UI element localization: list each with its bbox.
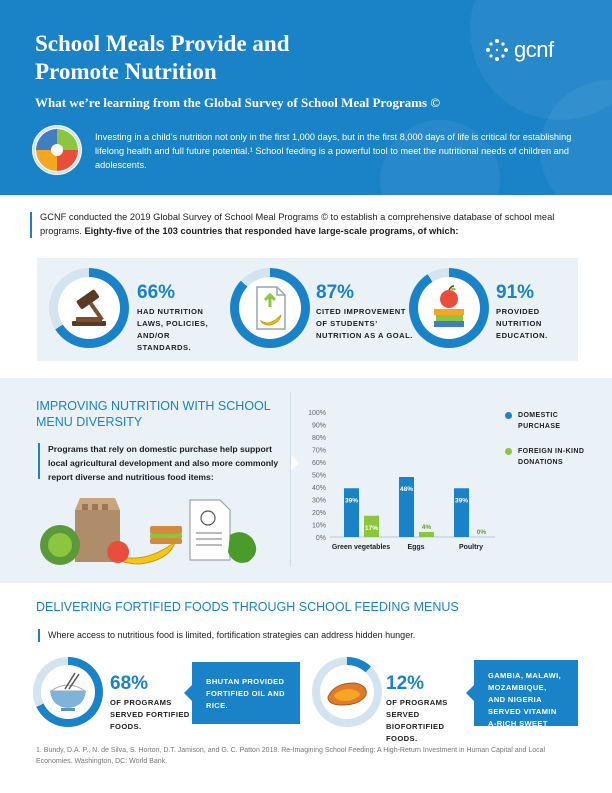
fortified-ring-12 [312, 657, 382, 727]
legend-item-domestic: DOMESTIC PURCHASE [505, 410, 588, 432]
survey-text: GCNF conducted the 2019 Global Survey of… [40, 210, 570, 238]
y-tick-label: 90% [312, 423, 326, 430]
diversity-title: IMPROVING NUTRITION WITH SCHOOL MENU DIV… [36, 399, 271, 429]
legend-label: FOREIGN IN-KIND DONATIONS [518, 448, 585, 466]
bar-value-label: 0% [477, 529, 487, 536]
y-tick-label: 0% [316, 535, 326, 542]
fortified-percent: 12% [386, 673, 425, 694]
bar-value-label: 17% [365, 525, 378, 532]
accent-bar [30, 212, 32, 238]
fortified-percent: 68% [110, 673, 149, 694]
callout-gambia: Gambia, Malawi, Mozambique, and Nigeria … [466, 660, 578, 740]
sweet-potato-icon [327, 682, 367, 706]
y-tick-label: 40% [312, 485, 326, 492]
food-plate-icon [32, 125, 82, 175]
y-tick-label: 70% [312, 448, 326, 455]
bar-value-label: 39% [345, 497, 358, 504]
accent-bar [38, 629, 40, 642]
y-tick-label: 50% [312, 473, 326, 480]
logo-text: gcnf [514, 37, 554, 62]
stat-label: Cited improvement of students’ nutrition… [316, 307, 413, 340]
y-tick-label: 10% [312, 523, 326, 530]
stat-ring-87 [230, 268, 310, 348]
category-label: Eggs [407, 544, 424, 551]
logo-dots-icon [486, 39, 508, 61]
stat-percent: 66% [137, 282, 176, 303]
stat-ring-91 [409, 268, 489, 348]
accent-bar [38, 443, 40, 479]
footnote: 1. Bundy, D.A. P., N. de Silva, S. Horto… [36, 747, 546, 765]
fortified-title: DELIVERING FORTIFIED FOODS THROUGH SCHOO… [36, 600, 459, 614]
y-tick-label: 30% [312, 498, 326, 505]
intro-text: Investing in a child’s nutrition not onl… [95, 132, 572, 170]
legend-item-foreign: FOREIGN IN-KIND DONATIONS [505, 446, 588, 468]
divider-arrow [291, 455, 299, 471]
y-tick-label: 100% [308, 410, 326, 417]
legend-dot [505, 448, 512, 455]
diversity-bar-chart: 0% 10% 20% 30% 40% 50% 60% 70% 80% 90% 100% 39% 17% G… [308, 410, 495, 551]
bar-domestic [344, 488, 359, 537]
apple-books-icon [434, 285, 464, 327]
category-label: Poultry [459, 544, 483, 551]
legend-dot [505, 412, 512, 419]
survey-text-bold: Eighty-five of the 103 countries that re… [84, 226, 459, 236]
gcnf-logo: gcnf [485, 37, 554, 63]
divider-line [290, 392, 291, 567]
y-tick-label: 60% [312, 460, 326, 467]
callout-bhutan: Bhutan provided fortified oil and rice. [184, 662, 300, 724]
bar-value-label: 48% [400, 486, 413, 493]
fortified-ring-68 [33, 657, 103, 727]
stat-label: Had nutrition laws, policies, and/or sta… [137, 307, 209, 352]
stat-label: Provided nutrition education. [496, 307, 548, 340]
stat-ring-66 [49, 268, 129, 348]
fortified-label: Of programs served fortified foods. [110, 698, 190, 731]
legend-label: DOMESTIC PURCHASE [518, 412, 561, 430]
header-banner [0, 0, 612, 195]
bar-domestic [399, 477, 414, 537]
stat-percent: 91% [496, 282, 535, 303]
diversity-text: Programs that rely on domestic purchase … [48, 444, 279, 482]
food-illustration [40, 498, 257, 565]
bar-domestic [454, 488, 469, 537]
bar-value-label: 39% [455, 497, 468, 504]
document-banana-icon [256, 286, 286, 330]
bar-value-label: 4% [422, 524, 432, 531]
gavel-icon [72, 289, 106, 326]
rice-bowl-icon [49, 672, 87, 711]
bar-foreign [364, 515, 379, 537]
page-subtitle: What we’re learning from the Global Surv… [35, 95, 441, 110]
category-label: Green vegetables [332, 544, 390, 551]
y-tick-label: 20% [312, 510, 326, 517]
fortified-text: Where access to nutritious food is limit… [48, 630, 416, 640]
page-title: School Meals Provide and Promote Nutriti… [35, 31, 290, 84]
survey-text-plain: GCNF conducted the 2019 Global Survey of… [40, 212, 555, 236]
y-tick-label: 80% [312, 435, 326, 442]
fortified-label: Of programs served biofortified foods. [386, 698, 448, 743]
chart-legend: DOMESTIC PURCHASE FOREIGN IN-KIND DONATI… [505, 410, 588, 482]
stat-percent: 87% [316, 282, 355, 303]
bar-foreign [419, 532, 434, 537]
